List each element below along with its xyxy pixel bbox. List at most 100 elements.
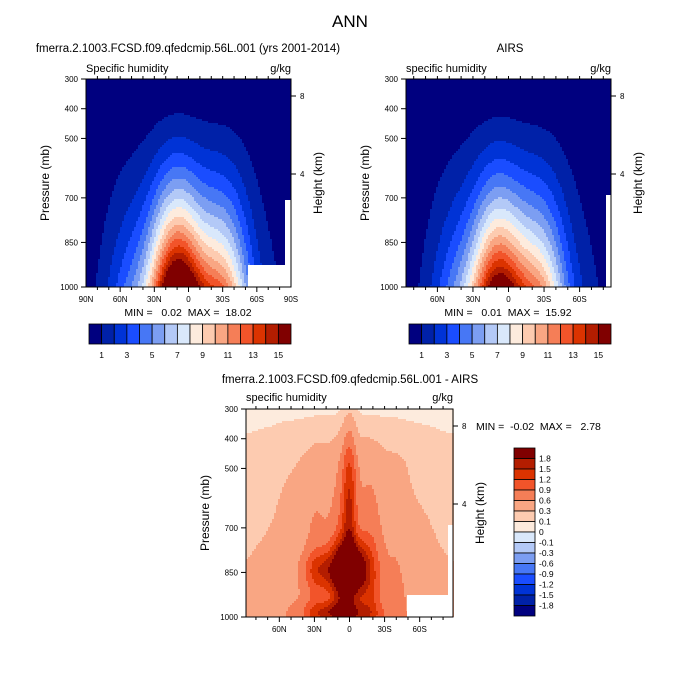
- colorbar-box: [513, 521, 536, 533]
- panel-title: AIRS: [497, 43, 524, 55]
- colorbar-box: [522, 323, 536, 345]
- colorbar-box: [513, 552, 536, 564]
- colorbar-box: [433, 323, 448, 345]
- colorbar-label: 13: [568, 350, 578, 360]
- y-tick-label: 850: [225, 568, 239, 577]
- colorbar-label: 1: [419, 350, 424, 360]
- colorbar-box: [597, 323, 612, 345]
- y-axis-label: Pressure (mb): [358, 145, 372, 221]
- colorbar-label: 1.2: [539, 475, 551, 485]
- colorbar-box: [513, 584, 536, 596]
- contour-level-15: [488, 273, 514, 287]
- colorbar-label: 3: [125, 350, 130, 360]
- colorbar-box: [513, 458, 536, 470]
- colorbar-box: [572, 323, 587, 345]
- panel-airs: AIRS specific humidity g/kg 300 400 500 700…: [358, 43, 645, 360]
- colorbar-box: [513, 573, 536, 585]
- x-tick-label: 60S: [250, 295, 264, 304]
- colorbar-label: 7: [495, 350, 500, 360]
- colorbar-box: [513, 542, 536, 554]
- colorbar: 1.81.51.20.90.60.30.10-0.1-0.3-0.6-0.9-1…: [513, 447, 554, 617]
- y-tick-label: 700: [65, 194, 79, 203]
- colorbar-box: [484, 323, 498, 345]
- x-tick-label: 30S: [377, 625, 391, 634]
- panel-left-label: specific humidity: [246, 392, 327, 404]
- colorbar-box: [547, 323, 561, 345]
- y-tick-label: 1000: [60, 283, 78, 292]
- y-tick-label: 1000: [380, 283, 398, 292]
- y-right-tick-label: 8: [462, 422, 467, 431]
- y-right-tick-label: 4: [620, 170, 625, 179]
- y-tick-label: 400: [65, 105, 79, 114]
- colorbar-label: 0.6: [539, 496, 551, 506]
- x-tick-label: 60S: [413, 625, 427, 634]
- x-tick-label: 60N: [272, 625, 287, 634]
- y-tick-label: 500: [225, 464, 239, 473]
- contour-level-15: [328, 529, 366, 617]
- colorbar-box: [496, 323, 511, 345]
- colorbar-label: -0.6: [539, 559, 554, 569]
- y-tick-label: 850: [65, 238, 79, 247]
- panel-left-label: Specific humidity: [86, 63, 169, 75]
- x-tick-label: 90S: [284, 295, 298, 304]
- colorbar-box: [446, 323, 460, 345]
- colorbar-box: [139, 323, 153, 345]
- missing-data-region: [606, 195, 611, 287]
- panel-difference: fmerra.2.1003.FCSD.f09.qfedcmip.56L.001 …: [198, 374, 601, 634]
- colorbar-label: 9: [200, 350, 205, 360]
- min-max-stats: MIN = 0.01 MAX = 15.92: [444, 307, 571, 319]
- colorbar-label: 7: [175, 350, 180, 360]
- colorbar-label: -1.8: [539, 601, 554, 611]
- colorbar-box: [113, 323, 128, 345]
- colorbar-box: [227, 323, 241, 345]
- colorbar-box: [176, 323, 191, 345]
- colorbar-label: 9: [520, 350, 525, 360]
- colorbar-label: 5: [470, 350, 475, 360]
- colorbar-box: [408, 323, 423, 345]
- colorbar-box: [513, 594, 536, 606]
- y-axis-right-label: Height (km): [311, 152, 325, 214]
- y-tick-label: 300: [225, 405, 239, 414]
- colorbar-label: -1.5: [539, 590, 554, 600]
- y-axis-label: Pressure (mb): [38, 145, 52, 221]
- y-tick-label: 500: [385, 134, 399, 143]
- y-tick-label: 700: [225, 524, 239, 533]
- colorbar-box: [265, 323, 279, 345]
- panel-units: g/kg: [432, 392, 453, 404]
- missing-data-region: [407, 595, 453, 617]
- y-right-tick-label: 8: [620, 92, 625, 101]
- x-tick-label: 30N: [147, 295, 162, 304]
- colorbar-box: [421, 323, 435, 345]
- y-tick-label: 300: [385, 75, 399, 84]
- y-tick-label: 1000: [220, 613, 238, 622]
- contour-plot: 300 400 500 700 850 1000 8 4 60N 30N 0 30S 60S: [220, 405, 467, 634]
- colorbar-box: [513, 489, 536, 501]
- colorbar-box: [513, 563, 536, 575]
- colorbar-box: [101, 323, 115, 345]
- colorbar-box: [164, 323, 178, 345]
- x-tick-label: 30N: [307, 625, 322, 634]
- colorbar-label: 1.5: [539, 464, 551, 474]
- colorbar-box: [513, 468, 536, 480]
- y-axis-label: Pressure (mb): [198, 475, 212, 551]
- colorbar-box: [513, 447, 536, 459]
- y-tick-label: 400: [225, 435, 239, 444]
- y-axis-right-label: Height (km): [631, 152, 645, 214]
- panel-title: fmerra.2.1003.FCSD.f09.qfedcmip.56L.001 …: [36, 43, 340, 55]
- colorbar-box: [189, 323, 204, 345]
- contour-level-15: [162, 259, 200, 287]
- colorbar-box: [534, 323, 549, 345]
- x-tick-label: 30N: [466, 295, 481, 304]
- colorbar-box: [277, 323, 292, 345]
- y-axis-right-label: Height (km): [473, 482, 487, 544]
- colorbar-label: 15: [594, 350, 604, 360]
- colorbar-label: 13: [248, 350, 258, 360]
- colorbar-label: -0.1: [539, 538, 554, 548]
- colorbar-box: [88, 323, 103, 345]
- colorbar-box: [459, 323, 473, 345]
- colorbar-label: 1: [99, 350, 104, 360]
- x-tick-label: 60N: [113, 295, 128, 304]
- x-tick-label: 0: [347, 625, 352, 634]
- colorbar-box: [202, 323, 216, 345]
